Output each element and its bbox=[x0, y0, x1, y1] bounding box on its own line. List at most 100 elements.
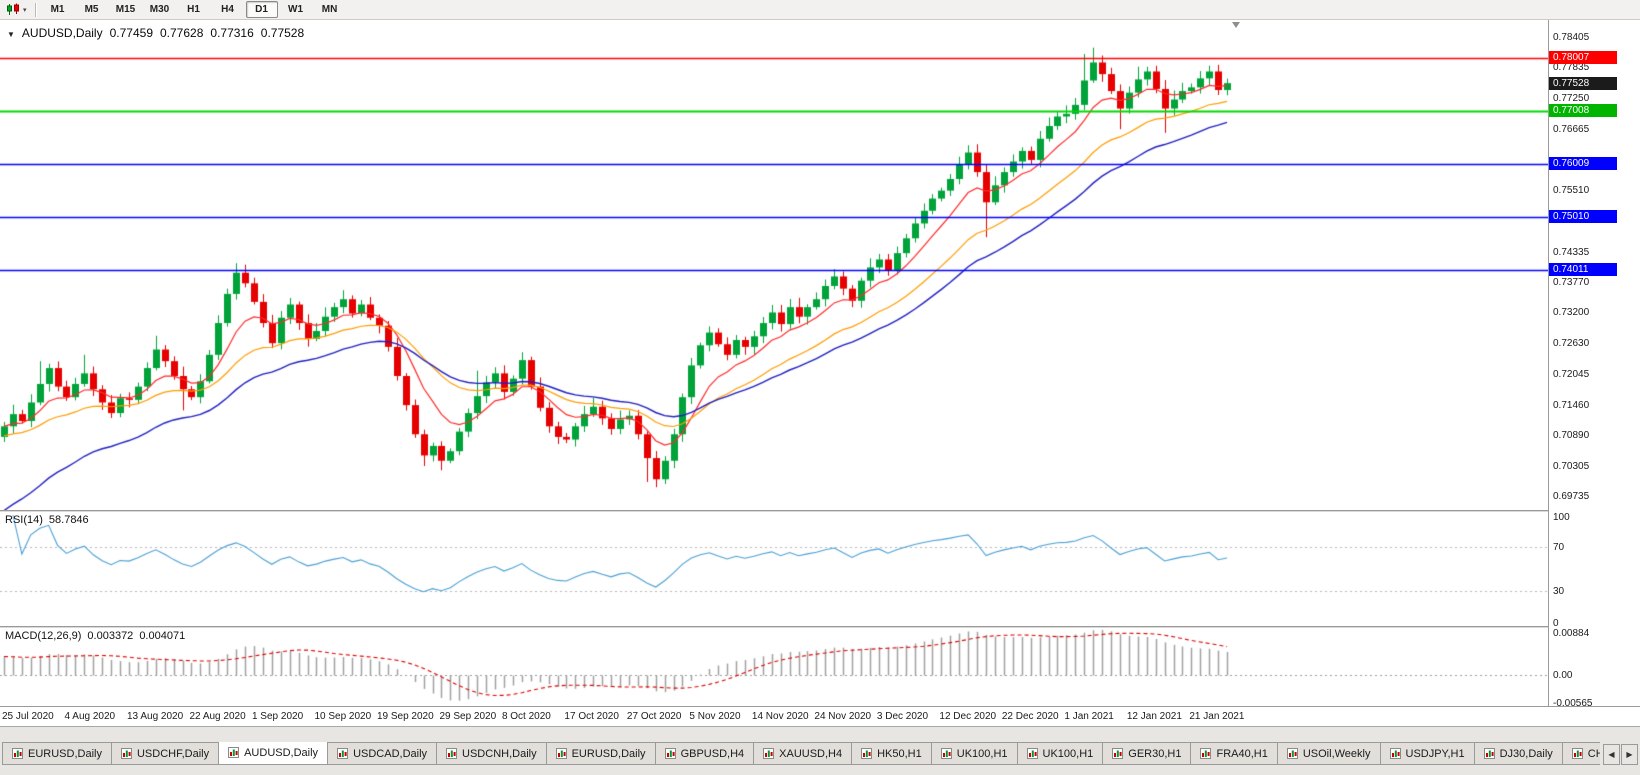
timeframe-button-mn[interactable]: MN bbox=[321, 4, 338, 15]
chart-tab-usoil-weekly[interactable]: USOil,Weekly bbox=[1276, 742, 1381, 765]
dropdown-caret-icon: ▾ bbox=[23, 6, 27, 14]
chart-tab-usdcnh-daily[interactable]: USDCNH,Daily bbox=[436, 742, 547, 765]
chart-tabs: EURUSD,Daily USDCHF,Daily AUDUSD,Daily USDC… bbox=[2, 742, 1600, 765]
chart-tab-audusd-daily[interactable]: AUDUSD,Daily bbox=[218, 742, 329, 765]
tab-chart-icon bbox=[12, 748, 23, 759]
chart-tab-fra40-h1[interactable]: FRA40,H1 bbox=[1190, 742, 1278, 765]
timeframe-button-w1[interactable]: W1 bbox=[288, 4, 304, 15]
tab-chart-icon bbox=[446, 748, 458, 759]
tab-label: CHINA300,H1 bbox=[1587, 747, 1600, 760]
chart-menu-icon[interactable]: ▼ bbox=[7, 30, 15, 39]
chart-tab-usdjpy-h1[interactable]: USDJPY,H1 bbox=[1379, 742, 1475, 765]
panel-separator-macd[interactable] bbox=[0, 626, 1640, 628]
chart-tab-china300-h1[interactable]: CHINA300,H1 bbox=[1561, 742, 1600, 765]
rsi-tick: 70 bbox=[1553, 542, 1565, 554]
tab-label: AUDUSD,Daily bbox=[244, 746, 319, 759]
main-chart-canvas[interactable] bbox=[0, 20, 1548, 510]
tab-chart-icon bbox=[1112, 748, 1124, 759]
price-tick: 0.72630 bbox=[1553, 337, 1590, 349]
price-level-badge: 0.78007 bbox=[1549, 51, 1617, 65]
date-label: 10 Sep 2020 bbox=[314, 711, 372, 722]
macd-canvas[interactable] bbox=[0, 628, 1548, 706]
tab-chart-icon bbox=[940, 748, 952, 759]
tab-label: USDJPY,H1 bbox=[1405, 747, 1465, 760]
timeframe-toolbar: ▾ M1 M5 M15 M30 H1 H4 D1 W1 MN bbox=[0, 0, 1640, 20]
chart-tab-eurusd-daily[interactable]: EURUSD,Daily bbox=[2, 742, 112, 765]
chart-tab-dj30-daily[interactable]: DJ30,Daily bbox=[1473, 742, 1563, 765]
tab-label: DJ30,Daily bbox=[1499, 747, 1553, 760]
date-label: 27 Oct 2020 bbox=[626, 711, 682, 722]
timeframe-buttons: M1 M5 M15 M30 H1 H4 D1 W1 MN bbox=[42, 1, 346, 18]
tab-scroll-right-icon[interactable]: ▶ bbox=[1621, 744, 1638, 765]
chart-title: ▼ AUDUSD,Daily 0.77459 0.77628 0.77316 0… bbox=[7, 26, 304, 40]
chart-window: ▼ AUDUSD,Daily 0.77459 0.77628 0.77316 0… bbox=[0, 20, 1640, 726]
chart-tab-uk100-h1[interactable]: UK100,H1 bbox=[1016, 742, 1104, 765]
tab-chart-icon bbox=[1026, 748, 1038, 759]
date-label: 21 Jan 2021 bbox=[1189, 711, 1245, 722]
chart-tab-hk50-h1[interactable]: HK50,H1 bbox=[851, 742, 932, 765]
macd-tick: 0.00884 bbox=[1553, 628, 1590, 639]
chart-tab-xauusd-h4[interactable]: XAUUSD,H4 bbox=[753, 742, 853, 765]
tab-chart-icon bbox=[555, 748, 567, 759]
macd-signal-value: 0.004071 bbox=[139, 630, 186, 642]
tab-chart-icon bbox=[763, 748, 775, 759]
chart-tab-usdchf-daily[interactable]: USDCHF,Daily bbox=[110, 742, 220, 765]
chart-tab-ger30-h1[interactable]: GER30,H1 bbox=[1102, 742, 1192, 765]
tab-scroll-left-icon[interactable]: ◀ bbox=[1603, 744, 1620, 765]
rsi-value: 58.7846 bbox=[48, 514, 89, 526]
date-label: 19 Sep 2020 bbox=[376, 711, 434, 722]
date-axis[interactable]: 25 Jul 2020 4 Aug 2020 13 Aug 2020 22 Aug 2… bbox=[0, 706, 1640, 726]
timeframe-button-h1[interactable]: H1 bbox=[187, 4, 200, 15]
price-level-badge: 0.75010 bbox=[1549, 210, 1617, 224]
timeframe-button-h4[interactable]: H4 bbox=[221, 4, 234, 15]
chart-tab-eurusd-daily[interactable]: EURUSD,Daily bbox=[545, 742, 656, 765]
tab-label: GBPUSD,H4 bbox=[680, 747, 745, 760]
tab-label: GER30,H1 bbox=[1128, 747, 1182, 760]
timeframe-button-m1[interactable]: M1 bbox=[50, 4, 65, 15]
timeframe-button-m15[interactable]: M15 bbox=[115, 4, 136, 15]
date-label: 22 Aug 2020 bbox=[189, 711, 246, 722]
rsi-label: RSI(14) 58.7846 bbox=[5, 514, 89, 526]
rsi-canvas[interactable] bbox=[0, 512, 1548, 626]
date-label: 14 Nov 2020 bbox=[751, 711, 809, 722]
ohlc-low: 0.77316 bbox=[210, 26, 254, 40]
current-price-badge: 0.77528 bbox=[1549, 76, 1617, 90]
tab-scroll-arrows: ◀ ▶ bbox=[1603, 744, 1638, 765]
date-label: 24 Nov 2020 bbox=[814, 711, 872, 722]
price-tick: 0.78405 bbox=[1553, 31, 1590, 43]
timeframe-button-m30[interactable]: M30 bbox=[149, 4, 170, 15]
tab-label: EURUSD,Daily bbox=[571, 747, 646, 760]
chart-shift-marker[interactable] bbox=[1232, 22, 1240, 28]
chart-tab-bar: EURUSD,Daily USDCHF,Daily AUDUSD,Daily USDC… bbox=[0, 726, 1640, 775]
price-level-badge: 0.76009 bbox=[1549, 157, 1617, 171]
tab-chart-icon bbox=[1571, 748, 1583, 759]
price-tick: 0.74335 bbox=[1553, 247, 1590, 259]
panel-separator-rsi[interactable] bbox=[0, 510, 1640, 512]
tab-label: FRA40,H1 bbox=[1216, 747, 1268, 760]
chart-tab-gbpusd-h4[interactable]: GBPUSD,H4 bbox=[654, 742, 755, 765]
price-level-badge: 0.74011 bbox=[1549, 263, 1617, 276]
chart-tab-uk100-h1[interactable]: UK100,H1 bbox=[930, 742, 1018, 765]
price-tick: 0.77835 bbox=[1553, 61, 1590, 73]
chart-symbol: AUDUSD,Daily bbox=[21, 26, 103, 40]
ohlc-high: 0.77628 bbox=[160, 26, 204, 40]
price-tick: 0.73200 bbox=[1553, 307, 1590, 319]
tab-chart-icon bbox=[120, 748, 132, 759]
price-axis[interactable]: 0.78405 0.77835 0.77250 0.76665 0.75510 0.743… bbox=[1548, 20, 1640, 709]
ohlc-open: 0.77459 bbox=[109, 26, 153, 40]
price-tick: 0.70305 bbox=[1553, 460, 1590, 472]
price-level-badge: 0.77008 bbox=[1549, 104, 1617, 118]
macd-name: MACD(12,26,9) bbox=[5, 630, 82, 642]
chart-type-button[interactable]: ▾ bbox=[3, 2, 30, 18]
tab-chart-icon bbox=[1286, 748, 1298, 759]
macd-panel: MACD(12,26,9) 0.003372 0.004071 bbox=[0, 628, 1548, 706]
candlestick-chart-icon bbox=[7, 3, 19, 15]
timeframe-button-d1[interactable]: D1 bbox=[245, 1, 278, 18]
rsi-panel: RSI(14) 58.7846 bbox=[0, 512, 1548, 626]
chart-tab-usdcad-daily[interactable]: USDCAD,Daily bbox=[327, 742, 438, 765]
timeframe-button-m5[interactable]: M5 bbox=[84, 4, 99, 15]
date-label: 17 Oct 2020 bbox=[564, 711, 619, 722]
tab-chart-icon bbox=[664, 748, 676, 759]
price-tick: 0.75510 bbox=[1553, 185, 1590, 197]
price-tick: 0.76665 bbox=[1553, 123, 1590, 135]
